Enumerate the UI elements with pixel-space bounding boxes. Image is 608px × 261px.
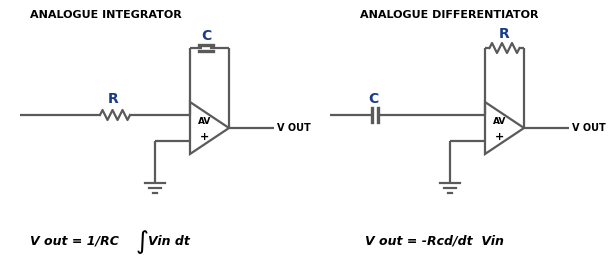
- Text: AV: AV: [198, 117, 212, 126]
- Text: C: C: [368, 92, 378, 106]
- Text: V OUT: V OUT: [572, 123, 606, 133]
- Text: AV: AV: [493, 117, 506, 126]
- Text: ANALOGUE DIFFERENTIATOR: ANALOGUE DIFFERENTIATOR: [360, 10, 539, 20]
- Text: ∫: ∫: [136, 230, 149, 254]
- Text: +: +: [495, 132, 505, 142]
- Text: ANALOGUE INTEGRATOR: ANALOGUE INTEGRATOR: [30, 10, 182, 20]
- Text: +: +: [200, 132, 209, 142]
- Text: R: R: [499, 27, 510, 41]
- Text: C: C: [201, 29, 212, 43]
- Text: V out = -Rcd/dt  Vin: V out = -Rcd/dt Vin: [365, 235, 504, 248]
- Text: Vin dt: Vin dt: [148, 235, 190, 248]
- Text: R: R: [108, 92, 119, 106]
- Text: V OUT: V OUT: [277, 123, 311, 133]
- Text: V out = 1/RC: V out = 1/RC: [30, 235, 119, 248]
